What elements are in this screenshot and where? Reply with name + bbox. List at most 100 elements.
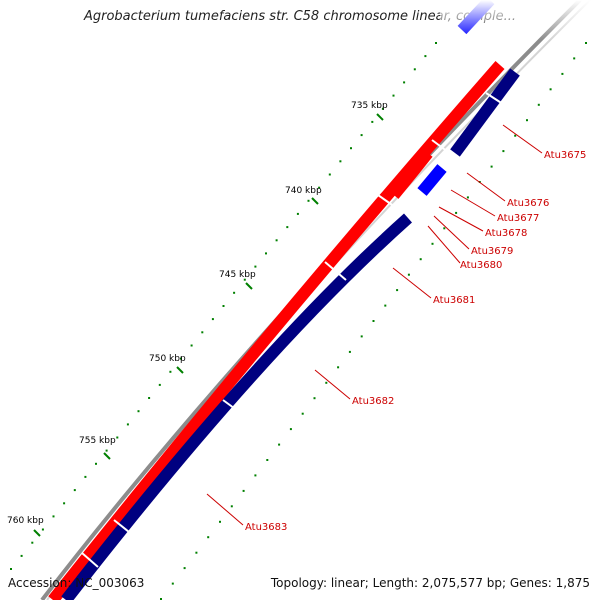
- tick-dot: [171, 582, 174, 585]
- gene-labels: Atu3675 Atu3676 Atu3677 Atu3678 Atu3679 Atu36…: [245, 150, 586, 533]
- tick-dot: [360, 134, 363, 137]
- tick-dot: [73, 489, 76, 492]
- tick-dot: [337, 366, 340, 369]
- tick-dot: [490, 165, 493, 168]
- map-title: Agrobacterium tumefaciens str. C58 chrom…: [83, 9, 517, 24]
- tick-dot: [381, 107, 384, 110]
- gene-forward-block-2: [391, 151, 433, 199]
- tick-dot: [339, 160, 342, 163]
- tick-dot: [265, 252, 267, 255]
- tick-dot: [10, 568, 12, 570]
- tick-dot: [84, 475, 87, 478]
- tick-dot: [183, 567, 186, 570]
- tick-dot: [502, 150, 505, 153]
- tick-label: 750 kbp: [149, 354, 186, 364]
- tick-dot: [384, 304, 387, 307]
- tick-dot: [396, 289, 399, 292]
- tick-dot: [348, 350, 351, 353]
- tick-labels: 735 kbp 740 kbp 745 kbp 750 kbp 755 kbp 760 k…: [7, 101, 388, 526]
- tick-dot: [233, 291, 236, 294]
- gene-label: Atu3677: [497, 213, 539, 224]
- tick-dot: [266, 459, 269, 461]
- tick-dot: [435, 42, 437, 44]
- tick-dot: [275, 239, 278, 242]
- tick-dot: [148, 397, 151, 399]
- tick-dot: [392, 94, 395, 97]
- tick-dot: [242, 489, 245, 492]
- tick-dot: [561, 72, 564, 75]
- tick-dot: [137, 410, 140, 413]
- tick-dots: [10, 42, 587, 600]
- tick-dot: [573, 57, 576, 60]
- tick-dot: [95, 462, 97, 465]
- tick-dot: [160, 598, 162, 600]
- tick-dot: [526, 119, 528, 122]
- tick-dashes: [33, 113, 384, 537]
- tick-dot: [549, 88, 552, 91]
- tick-dash: [33, 529, 41, 537]
- tick-dash: [376, 113, 384, 121]
- gene-label: Atu3675: [544, 150, 586, 161]
- tick-dot: [328, 173, 331, 176]
- tick-dot: [41, 528, 44, 531]
- tick-dot: [307, 199, 310, 202]
- tick-dot: [419, 258, 422, 261]
- tick-dot: [407, 273, 410, 276]
- gene-reverse-highlight-1: [417, 164, 447, 196]
- tick-dot: [296, 212, 299, 215]
- tick-dot: [105, 449, 108, 452]
- tick-dot: [190, 344, 193, 347]
- tick-dot: [413, 68, 416, 71]
- tick-dot: [514, 134, 517, 137]
- tick-dash: [311, 197, 319, 205]
- title-fade: [440, 0, 600, 40]
- tick-dot: [201, 331, 204, 334]
- gene-reverse-block-2: [450, 68, 520, 157]
- tick-dot: [286, 226, 289, 229]
- tick-dot: [31, 541, 34, 544]
- tick-dash: [103, 452, 111, 460]
- tick-label: 735 kbp: [351, 101, 388, 111]
- tick-dot: [230, 505, 233, 508]
- tick-label: 740 kbp: [285, 186, 322, 196]
- gene-reverse-block-1: [61, 213, 412, 600]
- tick-dot: [180, 357, 182, 360]
- tick-dot: [254, 474, 257, 477]
- tick-dot: [52, 515, 55, 518]
- tick-dot: [585, 42, 587, 44]
- tick-dot: [20, 554, 23, 557]
- gene-label: Atu3676: [507, 198, 549, 209]
- tick-dot: [466, 196, 469, 199]
- tick-dot: [243, 278, 246, 281]
- tick-dot: [195, 551, 198, 554]
- tick-dot: [424, 55, 427, 58]
- tick-dot: [325, 381, 328, 384]
- tick-dot: [207, 536, 210, 539]
- tick-label: 760 kbp: [7, 516, 44, 526]
- gene-label: Atu3683: [245, 522, 287, 533]
- tick-dot: [350, 147, 352, 150]
- tick-dot: [169, 370, 172, 373]
- accession-text: Accession: NC_003063: [8, 576, 145, 590]
- tick-dot: [219, 520, 221, 523]
- tick-dot: [63, 502, 66, 505]
- tick-dot: [301, 412, 304, 415]
- gene-label: Atu3682: [352, 396, 394, 407]
- tick-dot: [443, 227, 446, 230]
- gene-leaders: [206, 124, 543, 526]
- gene-label: Atu3680: [460, 260, 502, 271]
- tick-dot: [126, 423, 129, 426]
- tick-dot: [360, 335, 363, 338]
- tick-dot: [254, 265, 257, 268]
- tick-label: 745 kbp: [219, 270, 256, 280]
- gene-label: Atu3679: [471, 246, 513, 257]
- tick-dot: [211, 318, 214, 321]
- gene-label: Atu3678: [485, 228, 527, 239]
- tick-dot: [278, 443, 281, 446]
- gene-boundaries: [81, 92, 507, 568]
- tick-dot: [289, 428, 292, 431]
- tick-dot: [372, 320, 375, 322]
- tick-label: 755 kbp: [79, 436, 116, 446]
